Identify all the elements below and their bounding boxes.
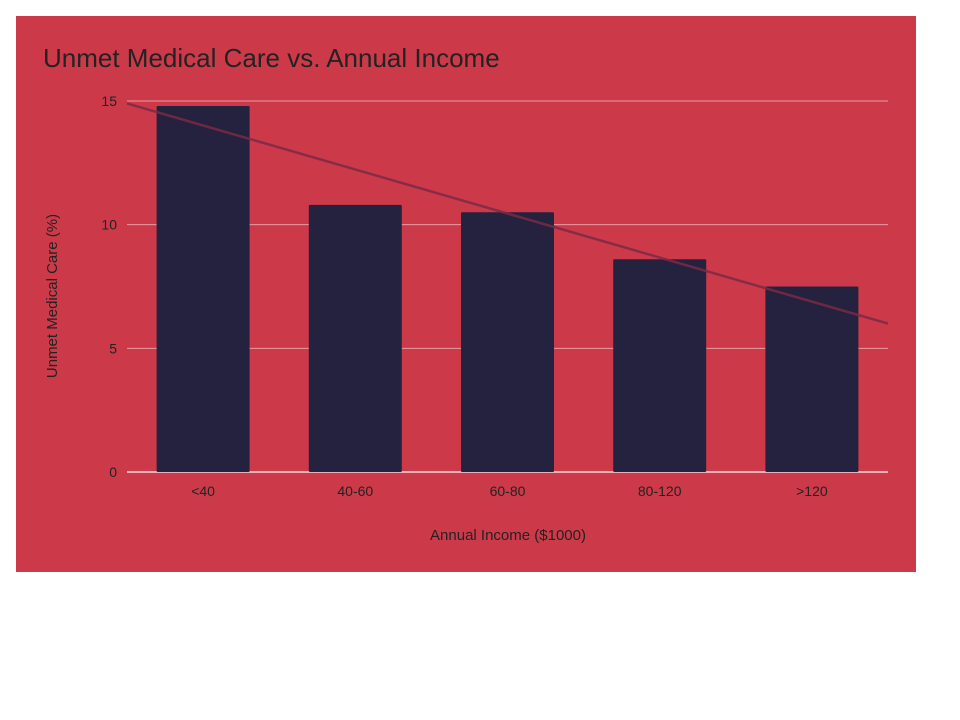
- bar[interactable]: [765, 286, 859, 473]
- bar[interactable]: [613, 259, 707, 472]
- bar[interactable]: [461, 212, 554, 473]
- y-tick-label: 0: [109, 464, 117, 480]
- y-tick-label: 15: [101, 93, 117, 109]
- chart-title: Unmet Medical Care vs. Annual Income: [43, 43, 500, 73]
- y-tick-label: 10: [101, 217, 117, 233]
- x-axis-label: Annual Income ($1000): [430, 527, 586, 544]
- x-tick-label: 40-60: [337, 483, 373, 499]
- bar[interactable]: [308, 204, 402, 472]
- bar[interactable]: [156, 105, 250, 473]
- y-axis-ticks: 0 5 10 15: [101, 93, 117, 480]
- y-tick-label: 5: [109, 340, 117, 356]
- y-axis-label: Unmet Medical Care (%): [44, 214, 61, 378]
- x-tick-label: >120: [796, 483, 828, 499]
- x-tick-label: <40: [191, 483, 215, 499]
- trendline-group: [126, 102, 889, 325]
- x-tick-label: 80-120: [638, 483, 682, 499]
- x-axis-ticks: <40 40-60 60-80 80-120 >120: [191, 483, 828, 499]
- x-tick-label: 60-80: [490, 483, 526, 499]
- bars: [156, 105, 859, 473]
- trendline: [126, 102, 889, 325]
